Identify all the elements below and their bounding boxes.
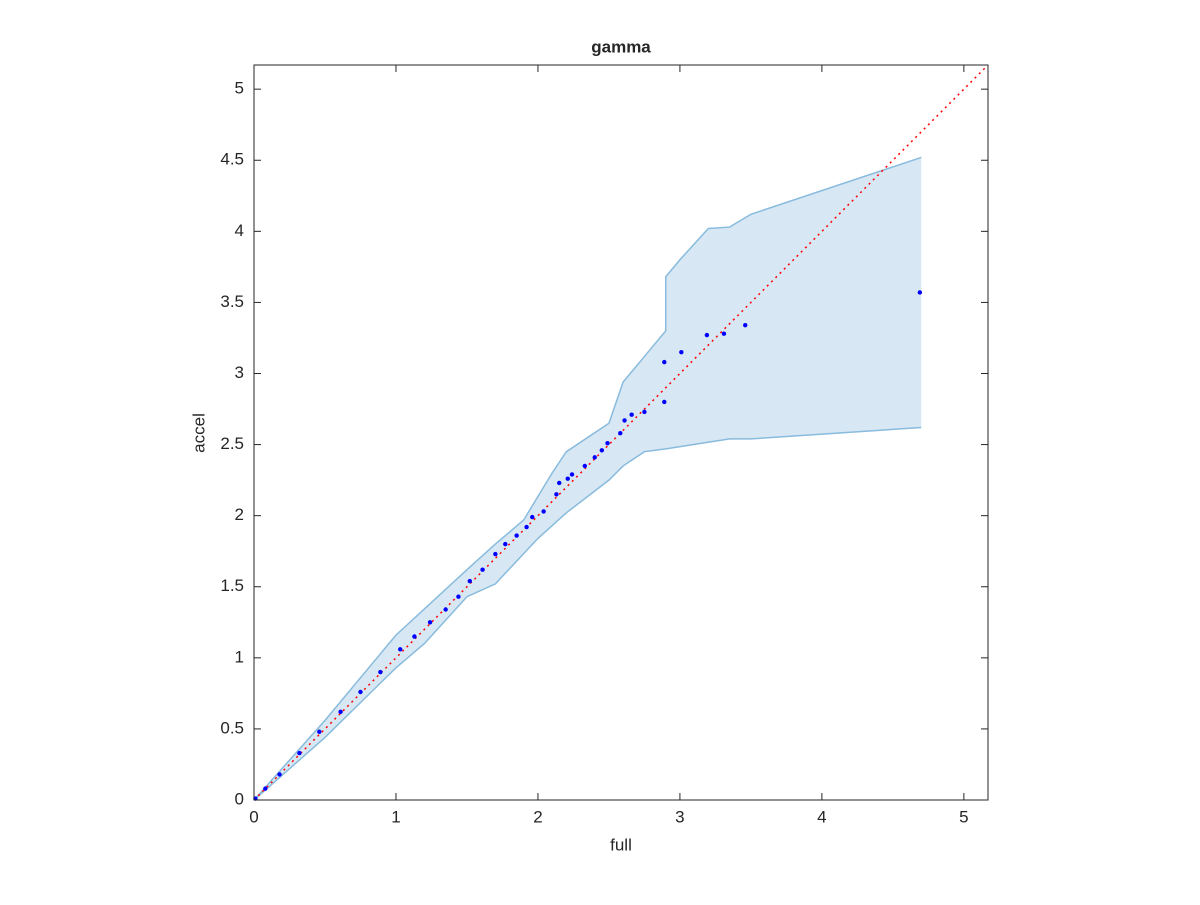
point <box>277 772 282 777</box>
x-tick-label: 5 <box>959 807 968 826</box>
point <box>557 480 562 486</box>
y-tick-label: 3.5 <box>220 292 244 311</box>
point <box>443 607 448 612</box>
y-axis-label: accel <box>189 413 208 453</box>
y-tick-label: 4 <box>235 221 244 240</box>
x-tick-label: 3 <box>675 807 684 826</box>
x-tick-label: 4 <box>817 807 826 826</box>
point <box>679 349 684 355</box>
point <box>743 322 748 328</box>
point <box>662 359 667 365</box>
point <box>427 620 433 625</box>
point <box>530 514 535 520</box>
point <box>565 476 570 481</box>
point <box>358 689 363 695</box>
point <box>662 399 667 405</box>
point <box>592 455 597 460</box>
y-tick-label: 4.5 <box>220 150 244 169</box>
x-axis-label: full <box>610 835 632 854</box>
band-upper-edge <box>253 156 922 801</box>
point <box>599 448 605 453</box>
band-lower-edge <box>253 426 922 801</box>
chart-title: gamma <box>591 37 651 56</box>
point <box>582 463 587 469</box>
point <box>629 412 634 417</box>
point <box>503 541 508 547</box>
point <box>317 729 322 734</box>
point <box>622 418 627 423</box>
axes-box <box>253 64 989 801</box>
point <box>297 750 302 756</box>
y-tick-label: 1 <box>235 647 244 666</box>
x-tick-label: 2 <box>533 807 542 826</box>
point <box>541 509 546 514</box>
point <box>605 440 610 446</box>
point <box>398 647 403 652</box>
point <box>480 567 485 572</box>
y-tick-label: 2.5 <box>220 434 244 453</box>
point <box>514 533 519 538</box>
point <box>569 472 575 477</box>
point <box>524 524 529 530</box>
point <box>338 709 343 715</box>
y-tick-label: 0.5 <box>220 718 244 737</box>
point <box>378 669 383 675</box>
y-tick-label: 0 <box>235 789 244 808</box>
point <box>263 786 268 791</box>
point <box>704 332 710 338</box>
point <box>618 431 623 436</box>
y-tick-label: 3 <box>235 363 244 382</box>
point <box>554 492 559 497</box>
x-tick-label: 1 <box>391 807 400 826</box>
confidence-band <box>254 157 922 800</box>
point <box>721 331 727 336</box>
point <box>412 634 417 639</box>
point <box>456 594 461 599</box>
reference-line <box>253 64 989 801</box>
y-tick-label: 1.5 <box>220 576 244 595</box>
x-tick-label: 0 <box>249 807 258 826</box>
y-tick-label: 5 <box>235 79 244 98</box>
y-tick-label: 2 <box>235 505 244 524</box>
point <box>642 409 647 415</box>
point <box>467 578 472 584</box>
point <box>493 551 498 557</box>
point <box>917 290 923 295</box>
